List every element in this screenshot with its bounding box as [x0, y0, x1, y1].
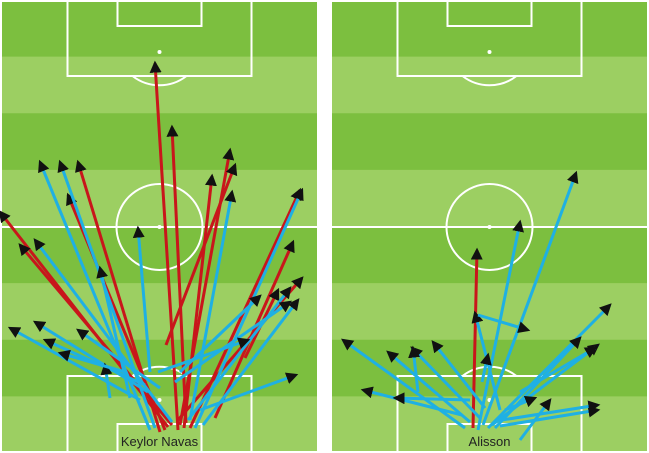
center-spot — [487, 225, 492, 229]
top-penalty-box — [66, 0, 253, 77]
bottom-goal-box — [116, 423, 203, 453]
successful-pass-arrow — [477, 313, 531, 333]
grass-stripe — [0, 169, 319, 227]
center-circle — [115, 183, 204, 271]
unsuccessful-pass-arrow — [182, 173, 217, 429]
player-name-label: Alisson — [469, 434, 511, 449]
top-penalty-spot — [157, 50, 162, 54]
successful-pass-arrow — [499, 405, 601, 428]
grass-stripe — [0, 0, 319, 58]
top-penalty-arc — [131, 75, 188, 87]
bottom-goal-box — [446, 423, 533, 453]
successful-pass-arrow — [476, 219, 524, 431]
grass-stripe — [330, 226, 649, 284]
successful-pass-arrow — [480, 352, 492, 383]
unsuccessful-pass-arrow — [149, 60, 180, 431]
successful-pass-arrow — [360, 386, 463, 417]
successful-pass-arrow — [33, 238, 174, 423]
center-spot — [157, 225, 162, 229]
grass-stripe — [330, 113, 649, 171]
successful-pass-arrow — [76, 328, 161, 390]
player-name-label: Keylor Navas — [121, 434, 199, 449]
top-goal-box — [116, 0, 203, 27]
successful-pass-arrow — [386, 350, 471, 424]
pass-map-keylor-navas: Keylor Navas — [0, 0, 319, 453]
unsuccessful-pass-arrow — [164, 162, 238, 346]
unsuccessful-pass-arrow — [213, 239, 295, 419]
unsuccessful-pass-arrow — [18, 243, 174, 426]
successful-pass-arrow — [518, 398, 552, 441]
grass-stripe — [330, 169, 649, 227]
successful-pass-arrow — [174, 300, 292, 384]
successful-pass-arrow — [392, 392, 471, 405]
pass-map-alisson: Alisson — [330, 0, 649, 453]
pitch-left: Keylor Navas — [0, 0, 319, 453]
successful-pass-arrow — [481, 170, 579, 426]
grass-stripe — [0, 226, 319, 284]
successful-pass-arrow — [193, 187, 304, 429]
successful-pass-arrow — [100, 362, 113, 399]
successful-pass-arrow — [32, 320, 149, 394]
successful-pass-arrow — [519, 346, 598, 394]
top-goal-box — [446, 0, 533, 27]
successful-pass-arrow — [7, 326, 141, 402]
unsuccessful-pass-arrow — [166, 124, 188, 424]
unsuccessful-pass-arrow — [470, 247, 483, 429]
successful-pass-arrow — [504, 395, 538, 412]
top-penalty-arc — [461, 75, 518, 87]
grass-stripe — [330, 283, 649, 341]
successful-pass-arrow — [132, 225, 152, 373]
successful-pass-arrow — [188, 189, 237, 421]
successful-pass-arrow — [408, 345, 421, 393]
top-penalty-box — [396, 0, 583, 77]
successful-pass-arrow — [186, 286, 292, 421]
bottom-penalty-box — [66, 375, 253, 453]
successful-pass-arrow — [57, 349, 126, 374]
successful-pass-arrow — [341, 338, 466, 430]
successful-pass-arrow — [96, 265, 132, 399]
successful-pass-arrow — [431, 340, 487, 409]
bottom-penalty-spot — [157, 398, 162, 402]
top-penalty-spot — [487, 50, 492, 54]
successful-pass-arrow — [38, 159, 152, 431]
successful-pass-arrow — [410, 346, 482, 420]
center-circle — [445, 183, 534, 271]
successful-pass-arrow — [199, 372, 299, 412]
pitch-right: Alisson — [330, 0, 649, 453]
successful-pass-arrow — [501, 400, 601, 422]
grass-stripe — [330, 0, 649, 58]
